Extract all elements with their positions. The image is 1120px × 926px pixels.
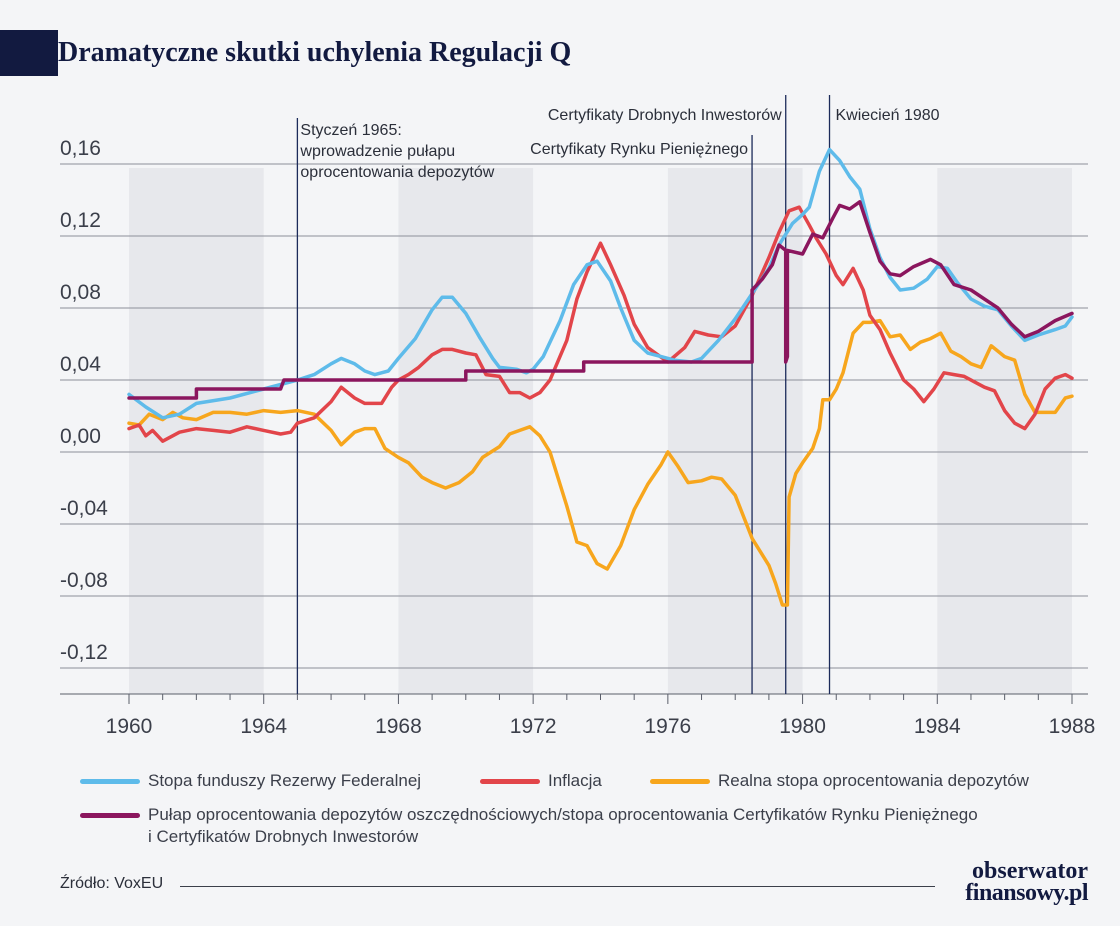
legend-item-fed-funds: Stopa funduszy Rezerwy Federalnej (80, 770, 421, 792)
legend-swatch-ceiling (80, 813, 140, 818)
brand-line-1: obserwator (972, 858, 1088, 884)
legend-swatch-fed-funds (80, 779, 140, 784)
x-tick-label-5: 1980 (779, 715, 826, 738)
shaded-band-2 (667, 168, 803, 694)
series-line-0 (127, 147, 1074, 420)
event-label-1-0: Certyfikaty Rynku Pieniężnego (530, 141, 748, 158)
y-tick-label-6: -0,08 (60, 569, 108, 592)
x-tick-label-0: 1960 (106, 715, 153, 738)
brand-line-2: finansowy.pl (965, 880, 1088, 906)
event-label-3-0: Kwiecień 1980 (836, 107, 940, 124)
y-tick-label-1: 0,12 (60, 209, 101, 232)
legend-label-fed-funds: Stopa funduszy Rezerwy Federalnej (148, 771, 422, 790)
brand-logo: obserwator finansowy.pl (965, 858, 1088, 906)
y-tick-label-2: 0,08 (60, 281, 101, 304)
event-label-0-0: Styczeń 1965: (300, 122, 401, 139)
event-label-2-0: Certyfikaty Drobnych Inwestorów (548, 107, 782, 124)
legend-swatch-real-rate (650, 779, 710, 784)
legend-item-inflation: Inflacja (480, 770, 602, 792)
legend-swatch-inflation (480, 779, 540, 784)
event-label-0-1: wprowadzenie pułapu (299, 143, 455, 160)
event-label-0-2: oprocentowania depozytów (300, 164, 494, 181)
source-note: Źródło: VoxEU (60, 875, 164, 892)
x-tick-label-7: 1988 (1049, 715, 1096, 738)
x-tick-label-3: 1972 (510, 715, 557, 738)
y-tick-label-4: 0,00 (60, 425, 101, 448)
series-line-2 (127, 318, 1074, 607)
series-line-3 (127, 200, 1074, 400)
y-tick-label-5: -0,04 (60, 497, 108, 520)
y-tick-label-7: -0,12 (60, 641, 108, 664)
shaded-band-3 (937, 168, 1072, 694)
x-tick-label-4: 1976 (644, 715, 691, 738)
title-rest: ramatyczne skutki uchylenia Regulacji Q (78, 37, 572, 68)
legend-label-real-rate: Realna stopa oprocentowania depozytów (718, 771, 1029, 790)
y-tick-label-3: 0,04 (60, 353, 101, 376)
shaded-band-1 (398, 168, 534, 694)
y-tick-label-0: 0,16 (60, 137, 101, 160)
chart-title: Dramatyczne skutki uchylenia Regulacji Q (58, 30, 571, 76)
legend-label-ceiling: Pułap oprocentowania depozytów oszczędno… (148, 805, 978, 846)
footer-divider (180, 886, 935, 887)
title-accent-bar (0, 30, 58, 76)
legend-item-real-rate: Realna stopa oprocentowania depozytów (650, 770, 1029, 792)
legend-item-ceiling: Pułap oprocentowania depozytów oszczędno… (80, 804, 978, 848)
series-line-1 (127, 205, 1074, 443)
x-tick-label-2: 1968 (375, 715, 422, 738)
title-initial: D (58, 37, 79, 68)
x-tick-label-1: 1964 (240, 715, 287, 738)
x-tick-label-6: 1984 (914, 715, 961, 738)
legend-label-inflation: Inflacja (548, 771, 602, 790)
